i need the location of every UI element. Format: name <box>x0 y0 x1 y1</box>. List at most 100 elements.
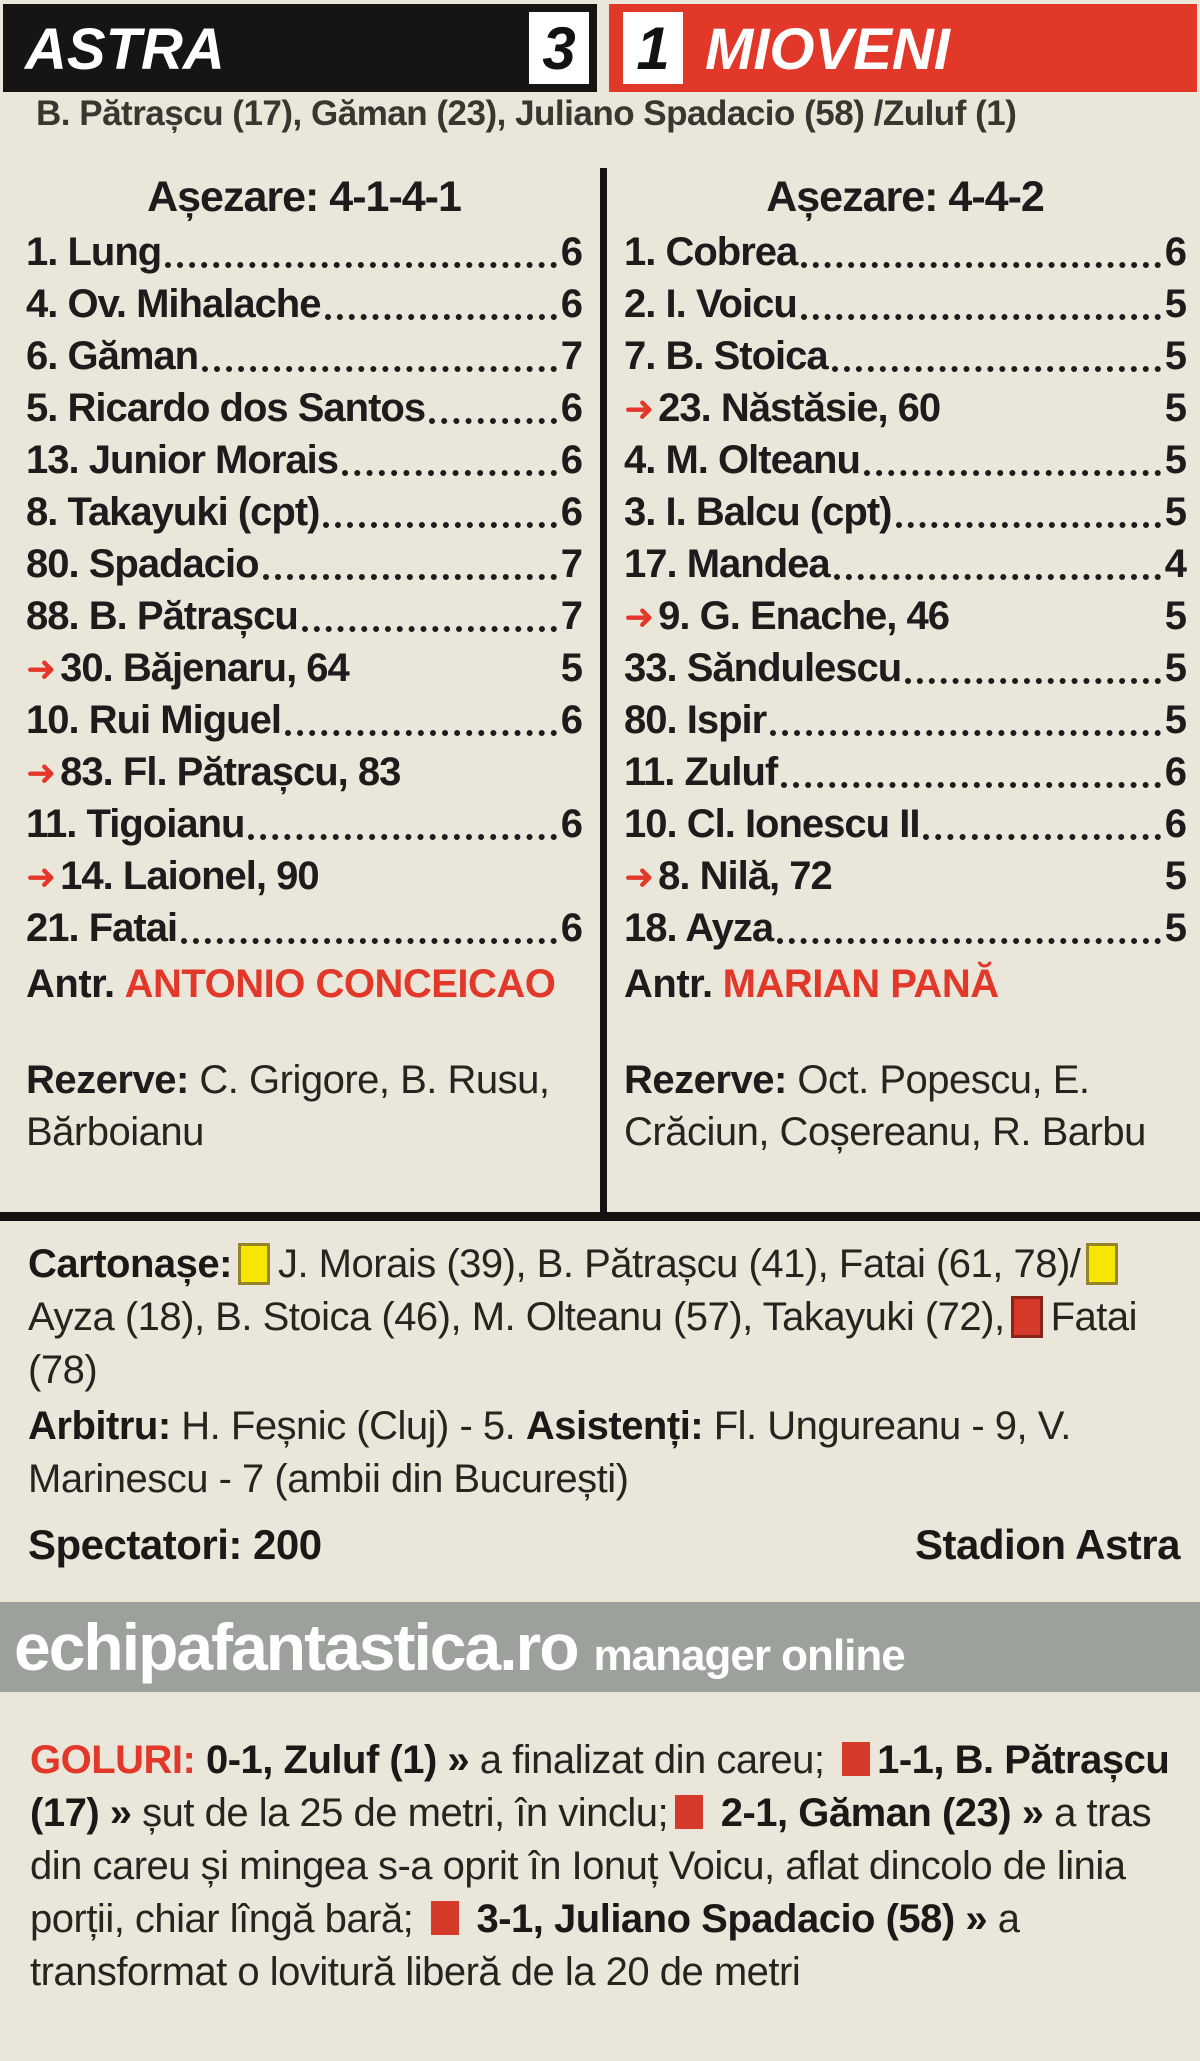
player-row: 80. Ispir 5 <box>624 694 1187 746</box>
home-score-box: 3 <box>529 12 589 84</box>
player-name: 83. Fl. Pătrașcu, 83 <box>60 750 401 794</box>
substitution-arrow-icon: ➜ <box>26 856 56 897</box>
dotted-leader <box>923 834 1161 840</box>
regular-text: J. Morais (39), B. Pătrașcu (41), Fatai … <box>277 1242 1081 1286</box>
home-team-name: ASTRA <box>25 17 225 82</box>
player-rating: 6 <box>560 698 583 742</box>
home-reserves: Rezerve: C. Grigore, B. Rusu, Bărboianu <box>26 1054 582 1158</box>
player-name: 4. M. Olteanu <box>624 438 861 482</box>
player-name: 13. Junior Morais <box>26 438 339 482</box>
player-row: 5. Ricardo dos Santos 6 <box>26 382 583 434</box>
banner-tagline: manager online <box>593 1631 906 1680</box>
player-row: ➜ 14. Laionel, 90 <box>26 850 582 902</box>
player-name: 80. Ispir <box>624 698 767 742</box>
player-name: 23. Năstăsie, 60 <box>658 386 941 430</box>
dotted-leader <box>905 678 1161 684</box>
away-coach-line: Antr. MARIAN PANĂ <box>624 958 1186 1010</box>
regular-text: șut de la 25 de metri, în vinclu; <box>142 1791 669 1835</box>
coach-label: Antr. <box>624 962 713 1006</box>
away-team-column: Așezare: 4-4-2 1. Cobrea 6 2. I. Voicu 5 7. … <box>600 168 1200 1212</box>
player-row: ➜ 23. Năstăsie, 60 5 <box>624 382 1187 434</box>
dotted-leader <box>800 314 1161 320</box>
section-divider-rule <box>0 1212 1200 1221</box>
substitution-arrow-icon: ➜ <box>624 856 654 897</box>
yellow-card-icon <box>1086 1243 1119 1285</box>
reserves-label: Rezerve: <box>26 1058 189 1102</box>
section-label: Asistenți: <box>525 1404 714 1448</box>
player-name: 30. Băjenaru, 64 <box>60 646 350 690</box>
player-name: 33. Săndulescu <box>624 646 902 690</box>
regular-text: a finalizat din careu; <box>479 1738 836 1782</box>
banner-site-url: echipafantastica.ro <box>14 1610 580 1684</box>
dotted-leader <box>801 262 1161 268</box>
red-square-icon <box>430 1901 459 1935</box>
regular-text: a tras din careu și mingea s-a oprit în … <box>30 1791 1152 1941</box>
spectators-line: Spectatori: 200 Stadion Astra <box>28 1521 1180 1569</box>
spectators-label: Spectatori: <box>28 1521 242 1568</box>
substitution-arrow-icon: ➜ <box>26 648 56 689</box>
dotted-leader <box>429 418 557 424</box>
away-reserves: Rezerve: Oct. Popescu, E. Crăciun, Coșer… <box>624 1054 1186 1158</box>
player-row: 17. Mandea 4 <box>624 538 1187 590</box>
regular-text: H. Feșnic (Cluj) - 5. <box>181 1404 526 1448</box>
player-row: ➜ 8. Nilă, 72 5 <box>624 850 1187 902</box>
stadium-name: Stadion Astra <box>915 1521 1180 1568</box>
player-rating: 6 <box>1164 750 1187 794</box>
home-player-list: 1. Lung 6 4. Ov. Mihalache 6 6. Găman 7 5. Ric… <box>26 226 583 954</box>
home-team-bar: ASTRA 3 <box>3 4 597 92</box>
home-formation: Așezare: 4-1-4-1 <box>147 173 462 221</box>
away-team-bar: 1 MIOVENI <box>609 4 1197 92</box>
bold-text: 3-1, Juliano Spadacio (58) » <box>465 1897 998 1941</box>
player-name: 17. Mandea <box>624 542 831 586</box>
bold-text: 2-1, Găman (23) » <box>710 1791 1055 1835</box>
home-team-column: Așezare: 4-1-4-1 1. Lung 6 4. Ov. Mihalach… <box>0 168 600 1212</box>
player-row: 7. B. Stoica 5 <box>624 330 1187 382</box>
away-formation: Așezare: 4-4-2 <box>766 173 1045 221</box>
away-coach-name: MARIAN PANĂ <box>722 962 999 1006</box>
player-rating: 6 <box>1164 802 1187 846</box>
substitution-arrow-icon: ➜ <box>26 752 56 793</box>
dotted-leader <box>781 782 1161 788</box>
regular-text: Fatai (78) <box>28 1295 1138 1392</box>
dotted-leader <box>284 730 557 736</box>
player-rating: 6 <box>1164 230 1187 274</box>
home-reserves-names: C. Grigore, B. Rusu, Bărboianu <box>26 1058 550 1154</box>
dotted-leader <box>323 522 557 528</box>
player-rating: 6 <box>560 490 583 534</box>
dotted-leader <box>324 314 557 320</box>
dotted-leader <box>833 574 1161 580</box>
score-header: ASTRA 3 1 MIOVENI <box>0 4 1200 92</box>
player-name: 9. G. Enache, 46 <box>658 594 950 638</box>
player-name: 6. Găman <box>26 334 199 378</box>
dotted-leader <box>248 834 557 840</box>
player-rating: 5 <box>1164 334 1187 378</box>
section-label: Arbitru: <box>28 1404 182 1448</box>
player-name: 14. Laionel, 90 <box>60 854 319 898</box>
player-row: 13. Junior Morais 6 <box>26 434 583 486</box>
dotted-leader <box>341 470 557 476</box>
player-row: 6. Găman 7 <box>26 330 583 382</box>
player-name: 2. I. Voicu <box>624 282 798 326</box>
bold-text: 1-1, B. Pătrașcu (17) » <box>30 1738 1170 1835</box>
dotted-leader <box>202 366 557 372</box>
player-rating: 6 <box>560 230 583 274</box>
player-name: 80. Spadacio <box>26 542 260 586</box>
goals-label: GOLURI: <box>30 1738 206 1782</box>
player-row: 80. Spadacio 7 <box>26 538 583 590</box>
player-name: 11. Tigoianu <box>26 802 245 846</box>
player-rating: 5 <box>1164 646 1187 690</box>
reserves-label: Rezerve: <box>624 1058 787 1102</box>
player-name: 1. Cobrea <box>624 230 798 274</box>
player-row: 18. Ayza 5 <box>624 902 1187 954</box>
player-rating: 6 <box>560 438 583 482</box>
ratings-columns: Așezare: 4-1-4-1 1. Lung 6 4. Ov. Mihalach… <box>0 168 1200 1212</box>
player-row: 33. Săndulescu 5 <box>624 642 1187 694</box>
dotted-leader <box>262 574 557 580</box>
player-rating: 6 <box>560 906 583 950</box>
player-name: 3. I. Balcu (cpt) <box>624 490 892 534</box>
player-name: 5. Ricardo dos Santos <box>26 386 426 430</box>
player-row: 21. Fatai 6 <box>26 902 583 954</box>
substitution-arrow-icon: ➜ <box>624 388 654 429</box>
dotted-leader <box>181 938 557 944</box>
player-rating: 7 <box>560 594 583 638</box>
